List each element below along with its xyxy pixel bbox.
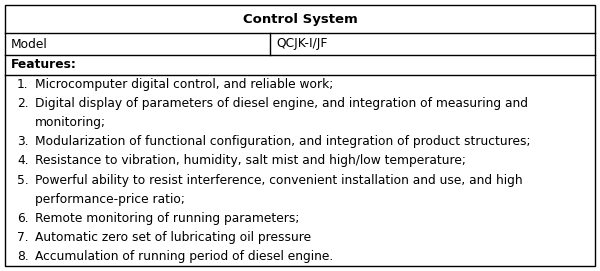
Text: Control System: Control System <box>242 12 358 25</box>
Text: Model: Model <box>11 37 48 50</box>
Text: performance-price ratio;: performance-price ratio; <box>35 193 185 206</box>
Text: 8.: 8. <box>17 250 29 263</box>
Text: 2.: 2. <box>17 97 29 110</box>
Text: Powerful ability to resist interference, convenient installation and use, and hi: Powerful ability to resist interference,… <box>35 173 523 186</box>
Text: Remote monitoring of running parameters;: Remote monitoring of running parameters; <box>35 212 299 225</box>
Text: 1.: 1. <box>17 78 29 91</box>
Text: Digital display of parameters of diesel engine, and integration of measuring and: Digital display of parameters of diesel … <box>35 97 528 110</box>
Text: Features:: Features: <box>11 59 77 72</box>
Text: monitoring;: monitoring; <box>35 116 106 129</box>
Text: 6.: 6. <box>17 212 29 225</box>
Text: Automatic zero set of lubricating oil pressure: Automatic zero set of lubricating oil pr… <box>35 231 311 244</box>
Text: 7.: 7. <box>17 231 29 244</box>
Text: 4.: 4. <box>17 154 29 167</box>
Text: Resistance to vibration, humidity, salt mist and high/low temperature;: Resistance to vibration, humidity, salt … <box>35 154 466 167</box>
Text: 3.: 3. <box>17 135 29 148</box>
Text: Accumulation of running period of diesel engine.: Accumulation of running period of diesel… <box>35 250 333 263</box>
Text: 5.: 5. <box>17 173 29 186</box>
Text: Modularization of functional configuration, and integration of product structure: Modularization of functional configurati… <box>35 135 530 148</box>
Text: Microcomputer digital control, and reliable work;: Microcomputer digital control, and relia… <box>35 78 333 91</box>
Text: QCJK-I/JF: QCJK-I/JF <box>276 37 328 50</box>
